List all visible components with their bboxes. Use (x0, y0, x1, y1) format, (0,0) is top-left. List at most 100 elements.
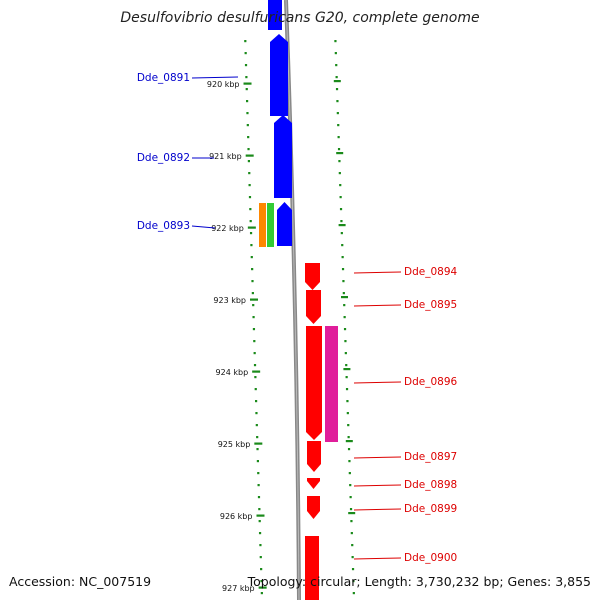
scale-dot (260, 580, 263, 583)
scale-dot (334, 40, 337, 43)
scale-dot (345, 364, 348, 367)
scale-dot (254, 376, 257, 379)
gene-label-leader (353, 271, 402, 274)
gene-label-leader (191, 76, 239, 79)
scale-dot (249, 208, 252, 211)
scale-dot (250, 244, 253, 247)
scale-tick-mark (245, 154, 254, 157)
scale-dot (337, 148, 341, 151)
scale-dot (260, 592, 263, 595)
scale-dot (337, 124, 340, 127)
gene-label-right[interactable]: Dde_0899 (404, 503, 457, 515)
scale-dot (347, 448, 351, 451)
gene-Dde_0893-arrow[interactable] (277, 202, 292, 246)
scale-dot (345, 388, 349, 391)
scale-dot (352, 592, 355, 595)
scale-dot (334, 52, 337, 55)
scale-dot (258, 520, 261, 523)
gene-Dde_0899-arrow[interactable] (307, 496, 320, 519)
gene-Dde_0894-arrow[interactable] (305, 263, 320, 290)
scale-dot (349, 484, 352, 487)
scale-dot (339, 196, 342, 199)
gene-label-leader (353, 381, 402, 384)
scale-dot (260, 568, 263, 571)
scale-dot (258, 532, 262, 535)
scale-dot (248, 184, 251, 187)
gene-Dde_0896-arrow[interactable] (306, 326, 322, 440)
scale-dot (249, 220, 252, 223)
scale-tick-mark (243, 82, 252, 85)
gene-label-leader (353, 304, 402, 307)
scale-dot (335, 88, 339, 91)
gene-label-right[interactable]: Dde_0897 (404, 451, 457, 463)
scale-dot (248, 172, 251, 175)
scale-dot (346, 412, 349, 415)
scale-dot (350, 532, 353, 535)
gene-label-right[interactable]: Dde_0898 (404, 479, 457, 491)
scale-dash (341, 296, 348, 299)
gene-label-right[interactable]: Dde_0894 (404, 266, 458, 278)
scale-dot (345, 376, 348, 379)
gene-label-left[interactable]: Dde_0893 (137, 220, 190, 232)
scale-dot (246, 112, 249, 115)
scale-dot (256, 448, 259, 451)
scale-dot (347, 436, 350, 439)
scale-dot (344, 340, 347, 343)
gene-Dde_0898-arrow[interactable] (307, 478, 320, 489)
scale-dot (246, 124, 249, 127)
scale-dot (248, 196, 252, 199)
gene-Dde_0890-arrow[interactable] (268, 0, 282, 30)
scale-dot (343, 316, 346, 319)
topology-text: Topology: circular; Length: 3,730,232 bp… (247, 574, 591, 589)
scale-dot (347, 424, 350, 427)
scale-dot (340, 220, 343, 223)
rna-feature-green[interactable] (267, 203, 274, 247)
scale-dot (257, 496, 261, 499)
scale-dot (250, 256, 253, 259)
scale-dot (253, 364, 257, 367)
scale-dot (342, 292, 345, 295)
scale-dot (344, 352, 347, 355)
gene-Dde_0897-arrow[interactable] (307, 441, 321, 472)
scale-dot (352, 580, 355, 583)
scale-tick-label: 921 kbp (209, 152, 242, 161)
gene-label-right[interactable]: Dde_0900 (404, 552, 457, 564)
scale-dot (351, 568, 355, 571)
scale-tick-label: 926 kbp (220, 512, 253, 521)
gene-label-right[interactable]: Dde_0896 (404, 376, 458, 388)
scale-dot (252, 304, 255, 307)
scale-tick-label: 925 kbp (218, 440, 251, 449)
gene-label-leader (353, 456, 402, 459)
scale-dot (342, 280, 345, 283)
scale-dot (253, 340, 256, 343)
gene-Dde_0895-arrow[interactable] (306, 290, 321, 324)
scale-dot (255, 424, 258, 427)
rna-feature-orange[interactable] (259, 203, 266, 247)
scale-dot (255, 412, 258, 415)
gene-label-leader (353, 557, 402, 560)
gene-Dde_0892-arrow[interactable] (274, 115, 292, 198)
scale-dot (350, 520, 353, 523)
accession-text: Accession: NC_007519 (9, 574, 152, 589)
scale-dot (253, 352, 256, 355)
scale-dot (245, 88, 248, 91)
scale-dash (348, 512, 356, 515)
gene-Dde_0891-arrow[interactable] (270, 34, 288, 116)
gene-label-left[interactable]: Dde_0892 (137, 152, 190, 164)
gene-Dde_0900-arrow[interactable] (305, 536, 319, 600)
gene-label-left[interactable]: Dde_0891 (137, 72, 190, 84)
feature-magenta[interactable] (325, 326, 338, 442)
scale-tick-mark (254, 442, 263, 445)
scale-dot (247, 136, 250, 139)
genome-title: Desulfovibrio desulfuricans G20, complet… (120, 10, 480, 26)
scale-dot (256, 436, 259, 439)
scale-tick-mark (252, 370, 261, 373)
gene-label-leader (191, 225, 216, 229)
gene-label-leader (353, 484, 402, 487)
scale-dot (257, 472, 260, 475)
scale-tick-label: 920 kbp (207, 80, 240, 89)
gene-label-right[interactable]: Dde_0895 (404, 299, 457, 311)
scale-dot (348, 472, 351, 475)
scale-tick-label: 927 kbp (222, 584, 255, 593)
scale-dot (244, 64, 248, 67)
